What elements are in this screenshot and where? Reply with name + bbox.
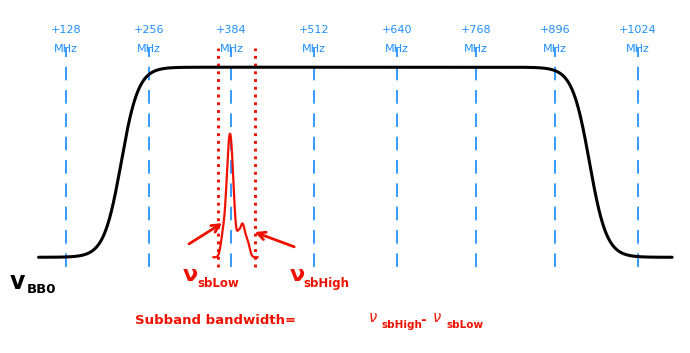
Text: sbLow: sbLow — [446, 320, 484, 330]
Text: +384: +384 — [216, 25, 247, 35]
Text: $\mathbf{\nu}$: $\mathbf{\nu}$ — [181, 265, 198, 285]
Text: MHz: MHz — [543, 44, 567, 54]
Text: MHz: MHz — [385, 44, 408, 54]
Text: $\mathbf{\nu}$: $\mathbf{\nu}$ — [288, 265, 305, 285]
Text: MHz: MHz — [302, 44, 326, 54]
Text: $\mathbf{v}$: $\mathbf{v}$ — [9, 270, 26, 294]
Text: sbHigh: sbHigh — [382, 320, 422, 330]
Text: MHz: MHz — [464, 44, 488, 54]
Text: sbLow: sbLow — [197, 277, 239, 290]
Text: $\nu$: $\nu$ — [368, 310, 377, 325]
Text: +768: +768 — [460, 25, 491, 35]
Text: MHz: MHz — [137, 44, 161, 54]
Text: +512: +512 — [299, 25, 329, 35]
Text: +128: +128 — [51, 25, 81, 35]
Text: +256: +256 — [133, 25, 164, 35]
Text: $\nu$: $\nu$ — [433, 310, 442, 325]
Text: BB0: BB0 — [27, 283, 57, 296]
Text: MHz: MHz — [219, 44, 244, 54]
Text: sbHigh: sbHigh — [304, 277, 350, 290]
Text: +640: +640 — [382, 25, 412, 35]
Text: -: - — [421, 313, 426, 327]
Text: Subband bandwidth=: Subband bandwidth= — [135, 314, 301, 327]
Text: +1024: +1024 — [619, 25, 656, 35]
Text: MHz: MHz — [55, 44, 78, 54]
Text: +896: +896 — [540, 25, 571, 35]
Text: MHz: MHz — [626, 44, 649, 54]
